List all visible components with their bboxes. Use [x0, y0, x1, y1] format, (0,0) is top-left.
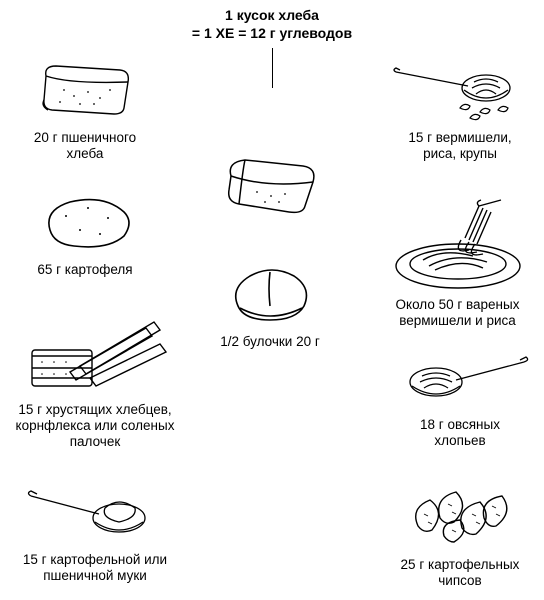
flour-spoon-icon [25, 478, 165, 548]
potato-label: 65 г картофеля [10, 262, 160, 278]
vermicelli-label: 15 г вермишели,риса, крупы [380, 130, 540, 162]
header-line1: 1 кусок хлеба [0, 6, 544, 24]
item-flour-spoon: 15 г картофельной илипшеничной муки [0, 478, 190, 584]
bun-label: 1/2 булочки 20 г [200, 334, 340, 350]
connector-line [272, 48, 273, 88]
header-line2: = 1 ХЕ = 12 г углеводов [0, 24, 544, 42]
oat-flakes-label: 18 г овсяныххлопьев [380, 417, 540, 449]
spoon-grain-icon [390, 56, 530, 126]
item-bread-center [210, 148, 330, 223]
chips-label: 25 г картофельныхчипсов [380, 557, 540, 589]
item-chips: 25 г картофельныхчипсов [380, 478, 540, 589]
item-bread-wheat: 20 г пшеничногохлеба [10, 56, 160, 162]
item-bun: 1/2 булочки 20 г [200, 258, 340, 350]
oat-spoon-icon [390, 348, 530, 413]
item-vermicelli: 15 г вермишели,риса, крупы [380, 56, 540, 162]
item-crispbread: 15 г хрустящих хлебцев,корнфлекса или со… [0, 308, 190, 451]
item-oat-flakes: 18 г овсяныххлопьев [380, 348, 540, 449]
item-pasta-plate: Около 50 г вареныхвермишели и риса [370, 198, 544, 329]
chips-icon [400, 478, 520, 553]
potato-icon [30, 188, 140, 258]
header-block: 1 кусок хлеба = 1 ХЕ = 12 г углеводов [0, 0, 544, 42]
bread-wheat-label: 20 г пшеничногохлеба [10, 130, 160, 162]
crispbread-label: 15 г хрустящих хлебцев,корнфлекса или со… [0, 402, 190, 451]
item-potato: 65 г картофеля [10, 188, 160, 278]
pasta-plate-label: Около 50 г вареныхвермишели и риса [370, 297, 544, 329]
flour-spoon-label: 15 г картофельной илипшеничной муки [0, 552, 190, 584]
pasta-plate-icon [383, 198, 533, 293]
bread-center-icon [215, 148, 325, 223]
bun-icon [220, 258, 320, 330]
bread-slice-icon [30, 56, 140, 126]
crispbread-icon [20, 308, 170, 398]
